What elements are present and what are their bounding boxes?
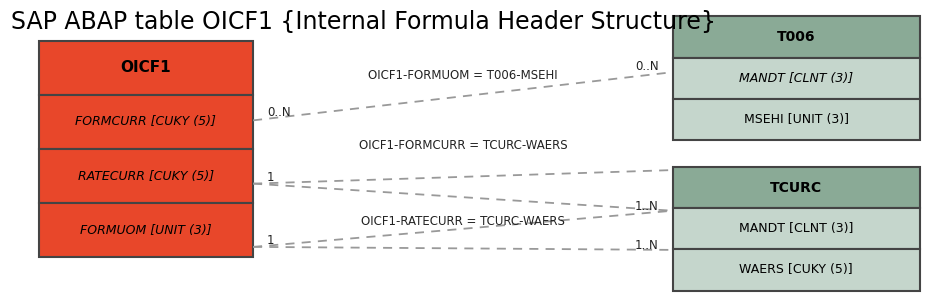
Text: 1: 1 [267, 171, 275, 184]
Text: OICF1-RATECURR = TCURC-WAERS: OICF1-RATECURR = TCURC-WAERS [361, 215, 565, 228]
Text: WAERS [CUKY (5)]: WAERS [CUKY (5)] [740, 264, 853, 276]
Text: MANDT [CLNT (3)]: MANDT [CLNT (3)] [739, 72, 853, 85]
Text: OICF1: OICF1 [121, 60, 171, 75]
Text: MSEHI [UNIT (3)]: MSEHI [UNIT (3)] [743, 113, 849, 126]
Text: T006: T006 [777, 30, 815, 44]
Text: 1..N: 1..N [635, 200, 658, 213]
Text: 1: 1 [267, 234, 275, 247]
Text: FORMUOM [UNIT (3)]: FORMUOM [UNIT (3)] [80, 224, 211, 237]
Text: FORMCURR [CUKY (5)]: FORMCURR [CUKY (5)] [76, 116, 216, 128]
FancyBboxPatch shape [672, 249, 920, 291]
FancyBboxPatch shape [672, 99, 920, 140]
FancyBboxPatch shape [672, 16, 920, 58]
FancyBboxPatch shape [38, 40, 253, 95]
FancyBboxPatch shape [672, 167, 920, 208]
Text: SAP ABAP table OICF1 {Internal Formula Header Structure}: SAP ABAP table OICF1 {Internal Formula H… [10, 10, 715, 34]
Text: OICF1-FORMCURR = TCURC-WAERS: OICF1-FORMCURR = TCURC-WAERS [358, 140, 568, 153]
Text: RATECURR [CUKY (5)]: RATECURR [CUKY (5)] [78, 170, 214, 183]
FancyBboxPatch shape [672, 208, 920, 249]
Text: 1..N: 1..N [635, 239, 658, 252]
Text: OICF1-FORMUOM = T006-MSEHI: OICF1-FORMUOM = T006-MSEHI [368, 69, 557, 82]
FancyBboxPatch shape [38, 149, 253, 203]
Text: 0..N: 0..N [267, 106, 291, 119]
FancyBboxPatch shape [672, 58, 920, 99]
Text: MANDT [CLNT (3)]: MANDT [CLNT (3)] [739, 222, 854, 235]
FancyBboxPatch shape [38, 95, 253, 149]
Text: TCURC: TCURC [770, 181, 822, 195]
FancyBboxPatch shape [38, 203, 253, 257]
Text: 0..N: 0..N [635, 60, 658, 73]
